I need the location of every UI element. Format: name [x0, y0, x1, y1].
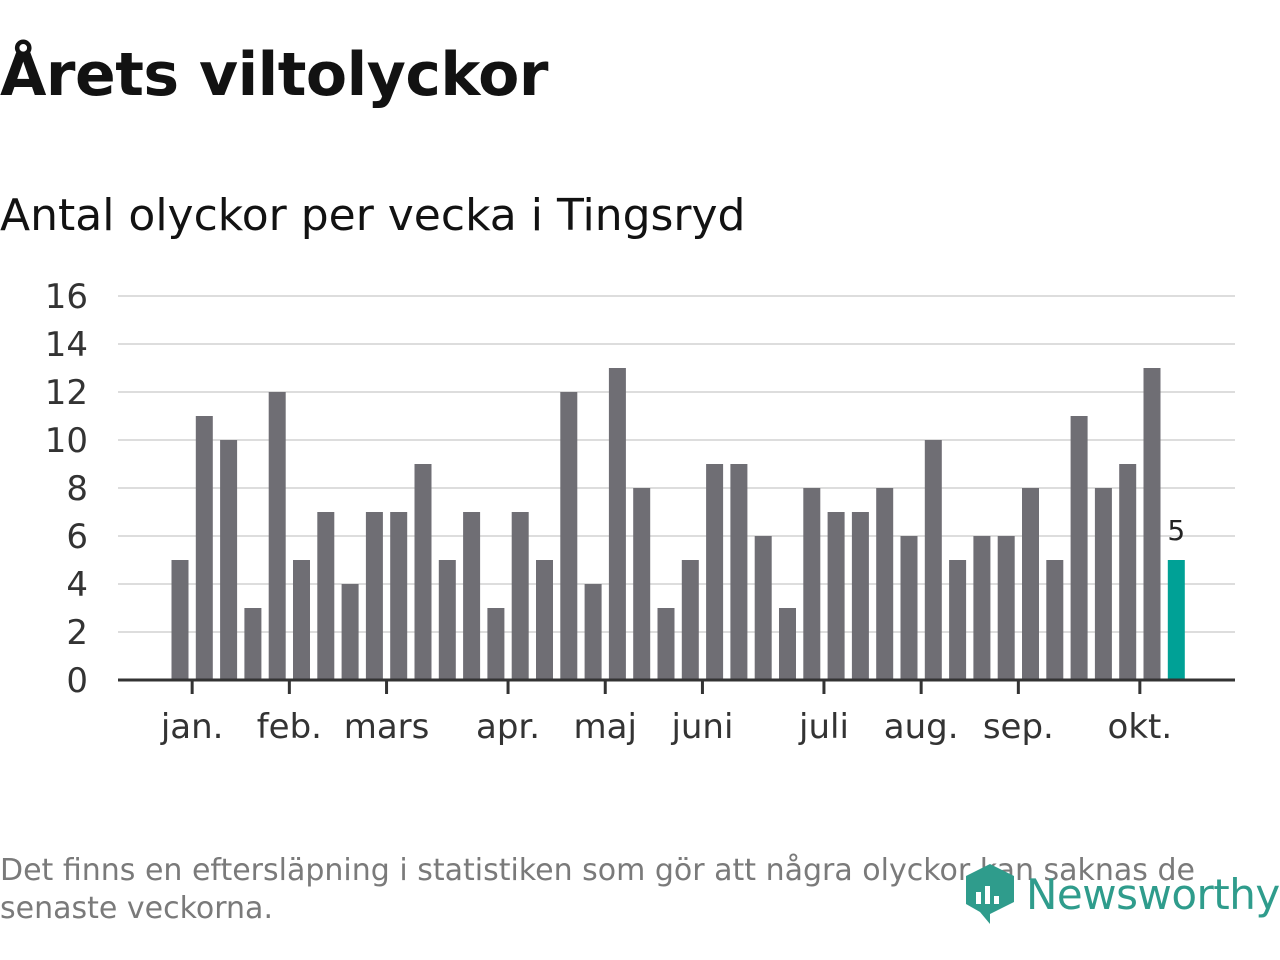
bar	[584, 584, 602, 680]
bar	[244, 608, 262, 680]
bar	[1022, 488, 1039, 680]
bar-current-week	[1167, 560, 1185, 680]
bar	[1143, 368, 1161, 680]
y-tick-label: 4	[66, 565, 88, 605]
x-axis: jan. feb. mars apr. maj juni juli aug. sep. okt.	[118, 678, 1235, 747]
bar	[1070, 416, 1088, 680]
x-tick-label: jan.	[160, 707, 224, 747]
bar	[171, 560, 189, 680]
bar	[827, 512, 845, 680]
bar	[973, 536, 991, 680]
data-labels: 5	[1167, 514, 1185, 547]
x-tick-label: aug.	[884, 707, 959, 747]
bar	[414, 464, 432, 680]
bar	[633, 488, 651, 680]
bar	[560, 392, 578, 680]
brand: Newsworthy	[962, 862, 1280, 926]
bar	[195, 416, 213, 680]
bar	[779, 608, 796, 680]
bar	[463, 512, 481, 680]
bar	[268, 392, 286, 680]
bar	[511, 512, 529, 680]
y-tick-label: 2	[66, 613, 88, 653]
bar	[536, 560, 553, 680]
y-tick-label: 10	[45, 421, 88, 461]
x-tick-label: juni	[670, 707, 733, 747]
data-label-current-week: 5	[1167, 514, 1185, 547]
y-tick-label: 12	[45, 373, 88, 413]
x-tick-label: mars	[344, 707, 430, 747]
y-axis: 0 2 4 6 8 10 12 14 16	[45, 277, 88, 701]
y-tick-label: 8	[66, 469, 88, 509]
bar	[876, 488, 894, 680]
bar	[220, 440, 238, 680]
bar	[997, 536, 1015, 680]
newsworthy-logo-icon	[966, 864, 1014, 924]
bar	[900, 536, 918, 680]
bar	[803, 488, 821, 680]
x-tick-label: sep.	[983, 707, 1054, 747]
x-tick-label: feb.	[257, 707, 322, 747]
chart-title: Årets viltolyckor	[0, 40, 549, 110]
y-tick-label: 14	[45, 325, 88, 365]
bar	[365, 512, 383, 680]
bar	[924, 440, 942, 680]
bar-chart: 0 2 4 6 8 10 12 14 16 jan. feb. mars apr. maj juni jul…	[45, 277, 1235, 747]
chart-subtitle: Antal olyckor per vecka i Tingsryd	[0, 190, 746, 241]
x-tick-label: maj	[574, 707, 637, 747]
brand-name: Newsworthy	[1026, 869, 1280, 919]
bar	[851, 512, 869, 680]
bar	[1094, 488, 1112, 680]
bar	[657, 608, 675, 680]
x-tick-label: apr.	[476, 707, 540, 747]
bar	[341, 584, 359, 680]
bar	[438, 560, 456, 680]
bar	[949, 560, 967, 680]
bar	[730, 464, 748, 680]
bar	[754, 536, 772, 680]
bar	[608, 368, 626, 680]
bar-series	[171, 368, 1185, 680]
bar	[681, 560, 699, 680]
bar	[1046, 560, 1064, 680]
bar	[317, 512, 335, 680]
bar	[706, 464, 724, 680]
bar	[1119, 464, 1137, 680]
x-tick-label: juli	[798, 707, 849, 747]
bar	[293, 560, 310, 680]
bar	[390, 512, 408, 680]
bar	[487, 608, 505, 680]
y-tick-label: 0	[66, 661, 88, 701]
y-tick-label: 6	[66, 517, 88, 557]
y-tick-label: 16	[45, 277, 88, 317]
x-tick-label: okt.	[1108, 707, 1173, 747]
